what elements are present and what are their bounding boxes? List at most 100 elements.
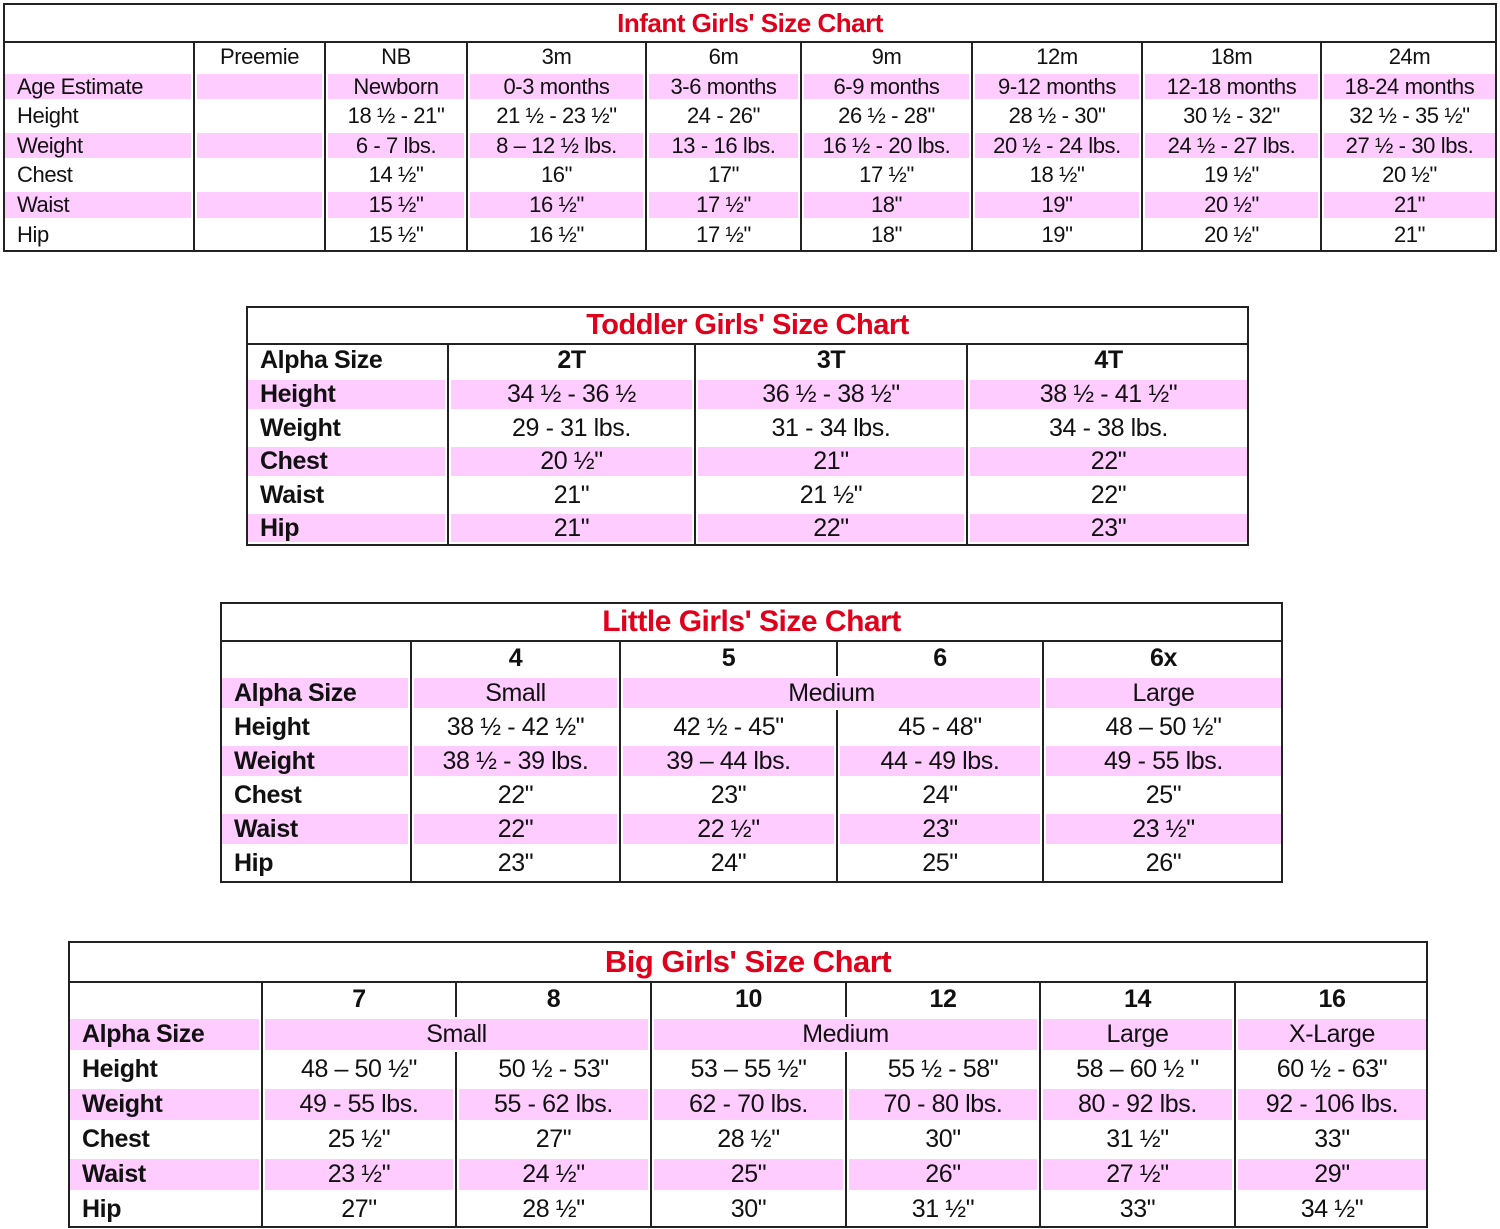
- row-highlight: [328, 192, 464, 218]
- cell-value: 21": [553, 513, 590, 542]
- infant-size-chart: Infant Girls' Size Chart Preemie NB 3m 6m 9m 1…: [3, 3, 1497, 252]
- cell-value: 34 - 38 lbs.: [1049, 413, 1168, 442]
- table-cell: 17 ½": [645, 190, 800, 220]
- table-cell: Large: [1039, 1017, 1234, 1052]
- table-cell: 34 - 38 lbs.: [966, 411, 1249, 445]
- row-highlight: [654, 1159, 843, 1190]
- row-highlight: [265, 1089, 453, 1120]
- table-cell: 18 ½": [971, 160, 1141, 190]
- cell-value: 21 ½ - 23 ½": [496, 103, 617, 128]
- row-highlight: [414, 814, 617, 844]
- row-label: Weight: [260, 413, 341, 442]
- row-highlight: [804, 192, 969, 218]
- cell-value: 53 – 55 ½": [690, 1055, 807, 1083]
- row-highlight: [197, 133, 322, 158]
- table-cell: [193, 190, 324, 220]
- table-cell: 58 – 60 ½ ": [1039, 1052, 1234, 1087]
- cell-value: 49 - 55 lbs.: [299, 1090, 419, 1118]
- row-label-cell: Hip: [246, 512, 447, 544]
- row-label-cell: Age Estimate: [3, 72, 193, 101]
- row-highlight: [1324, 192, 1495, 218]
- cell-value: 15 ½": [368, 222, 424, 247]
- cell-value: 24 - 26": [686, 103, 761, 128]
- table-cell: 12-18 months: [1141, 72, 1320, 101]
- row-label: Age Estimate: [17, 73, 144, 99]
- cell-value: 23": [497, 849, 534, 877]
- table-cell: 26": [1042, 846, 1283, 881]
- cell-value: 6: [933, 643, 947, 672]
- table-cell: 19": [971, 190, 1141, 220]
- row-highlight: [1238, 1089, 1426, 1120]
- table-cell: Newborn: [324, 72, 466, 101]
- chart-title: Big Girls' Size Chart: [70, 943, 1426, 983]
- cell-value: X-Large: [1288, 1020, 1376, 1048]
- table-cell: 21 ½": [694, 478, 966, 512]
- cell-value: 12m: [1036, 43, 1078, 69]
- row-label: Weight: [234, 746, 315, 775]
- table-cell: 36 ½ - 38 ½": [694, 378, 966, 411]
- row-highlight: [5, 74, 191, 99]
- cell-value: 25": [730, 1160, 767, 1188]
- table-cell: 12: [845, 981, 1039, 1017]
- cell-value: 30": [925, 1125, 961, 1153]
- cell-value: 18": [870, 222, 903, 247]
- cell-value: Preemie: [219, 43, 300, 69]
- row-label: Height: [82, 1055, 158, 1083]
- cell-value: 48 – 50 ½": [1105, 712, 1222, 741]
- table-cell: [193, 160, 324, 190]
- table-cell: 26 ½ - 28": [800, 101, 971, 131]
- cell-value: 24 ½ - 27 lbs.: [1167, 132, 1296, 158]
- cell-value: 55 - 62 lbs.: [494, 1090, 613, 1118]
- cell-value: 22": [497, 780, 534, 809]
- table-cell: 20 ½": [1320, 160, 1497, 190]
- row-label-cell: Weight: [68, 1087, 261, 1122]
- row-highlight: [470, 133, 643, 158]
- row-highlight: [849, 1089, 1037, 1120]
- table-cell: 16: [1234, 981, 1428, 1017]
- cell-value: 27": [341, 1194, 377, 1223]
- table-cell: 4: [410, 640, 619, 676]
- cell-value: Medium: [802, 1020, 889, 1048]
- table-cell: 9m: [800, 41, 971, 72]
- table-cell: 25": [650, 1157, 845, 1192]
- table-cell: 31 ½": [845, 1192, 1039, 1226]
- table-cell: 18": [800, 220, 971, 250]
- toddler-size-chart: Toddler Girls' Size Chart Alpha Size 2T 3T 4…: [246, 306, 1249, 546]
- row-highlight: [222, 814, 408, 844]
- row-label: Weight: [17, 132, 83, 158]
- table-cell: Small: [410, 676, 619, 710]
- cell-value: 17": [707, 162, 740, 187]
- cell-value: 20 ½": [540, 447, 603, 475]
- row-highlight: [1238, 1159, 1426, 1190]
- cell-value: 20 ½": [1204, 222, 1259, 247]
- table-cell: 38 ½ - 39 lbs.: [410, 744, 619, 778]
- table-cell: 23": [619, 778, 836, 812]
- cell-value: 24": [922, 780, 958, 809]
- table-cell: 15 ½": [324, 190, 466, 220]
- row-highlight: [1145, 74, 1318, 99]
- table-cell: 6m: [645, 41, 800, 72]
- cell-value: 22 ½": [697, 814, 760, 843]
- cell-value: 24": [710, 849, 747, 877]
- cell-value: 18-24 months: [1344, 73, 1475, 99]
- row-label: Chest: [234, 780, 302, 809]
- cell-value: 60 ½ - 63": [1276, 1055, 1388, 1083]
- table-cell: 16 ½": [466, 190, 645, 220]
- cell-value: 27": [535, 1125, 572, 1153]
- table-cell: 6-9 months: [800, 72, 971, 101]
- row-highlight: [265, 1019, 648, 1050]
- cell-value: 22": [497, 814, 534, 843]
- cell-value: 29": [1314, 1160, 1350, 1188]
- cell-value: 28 ½": [522, 1194, 585, 1223]
- cell-value: 21 ½": [799, 480, 863, 509]
- row-highlight: [1145, 133, 1318, 158]
- row-highlight: [649, 74, 798, 99]
- row-label: Alpha Size: [260, 346, 383, 374]
- table-cell: 14: [1039, 981, 1234, 1017]
- table-cell: 42 ½ - 45": [619, 710, 836, 744]
- cell-value: 31 ½": [911, 1194, 975, 1223]
- table-cell: Medium: [650, 1017, 1039, 1052]
- table-cell: 10: [650, 981, 845, 1017]
- table-cell: 70 - 80 lbs.: [845, 1087, 1039, 1122]
- row-highlight: [849, 1159, 1037, 1190]
